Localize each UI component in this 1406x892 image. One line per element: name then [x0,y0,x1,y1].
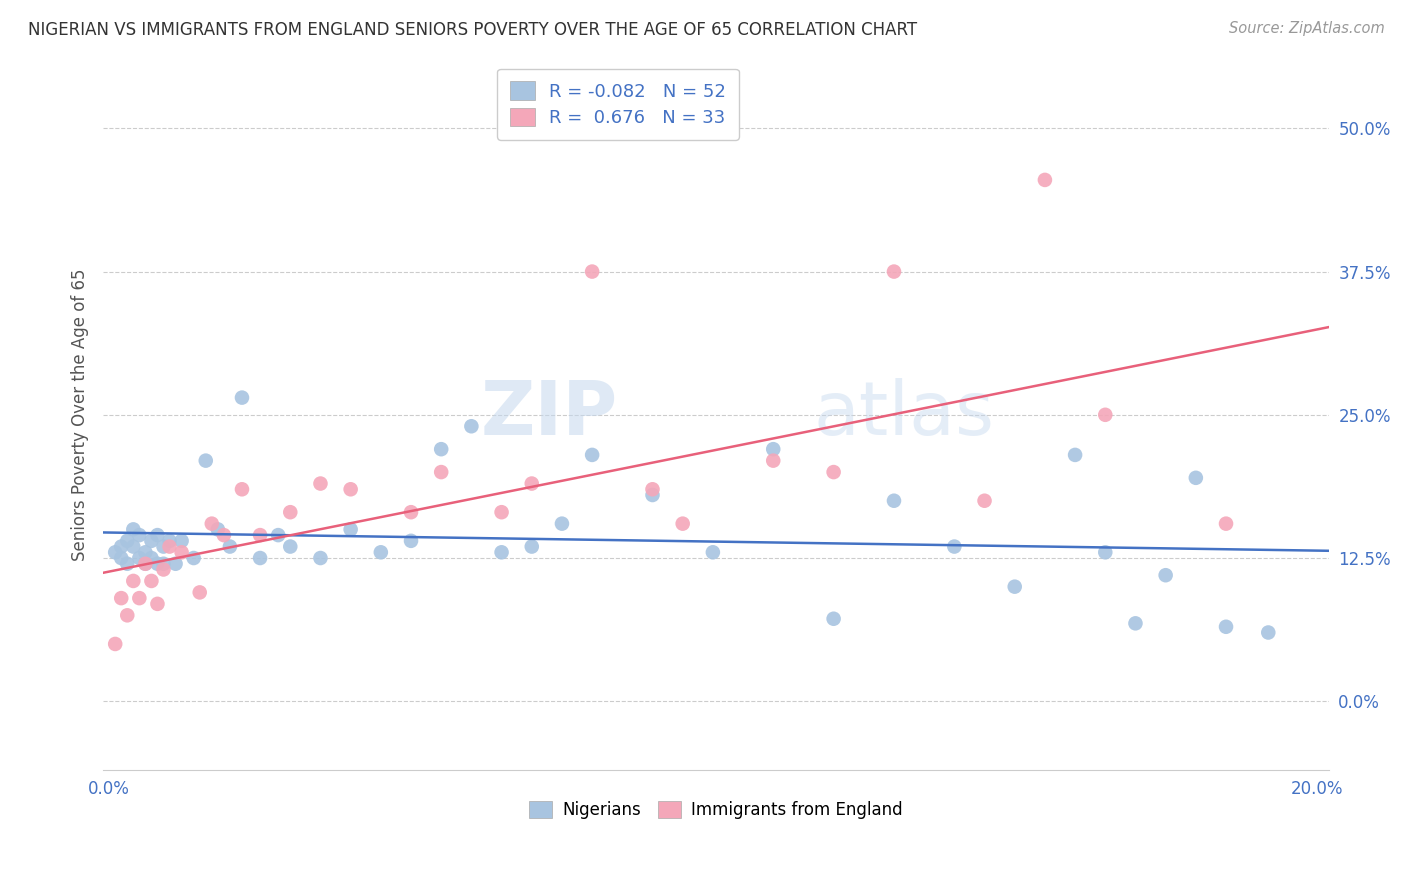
Point [152,540,174,554]
Point [883,264,905,278]
Point [943,540,966,554]
Point [762,442,785,457]
Point [823,612,845,626]
Point [520,476,543,491]
Point [278,540,301,554]
Point [104,637,127,651]
Point [1257,625,1279,640]
Point [309,551,332,566]
Point [1215,620,1237,634]
Point [551,516,574,531]
Point [249,528,271,542]
Point [104,545,127,559]
Point [110,551,132,566]
Point [1215,516,1237,531]
Point [309,476,332,491]
Point [152,557,174,571]
Point [134,545,156,559]
Point [581,448,603,462]
Point [883,493,905,508]
Point [370,545,392,559]
Point [122,574,145,588]
Point [339,483,361,497]
Point [165,557,187,571]
Legend: Nigerians, Immigrants from England: Nigerians, Immigrants from England [523,794,910,826]
Y-axis label: Seniors Poverty Over the Age of 65: Seniors Poverty Over the Age of 65 [72,268,89,561]
Point [152,562,174,576]
Point [339,522,361,536]
Point [430,442,453,457]
Point [128,551,150,566]
Point [183,551,205,566]
Point [641,483,664,497]
Point [159,533,181,548]
Point [170,545,193,559]
Point [823,465,845,479]
Point [207,522,229,536]
Point [201,516,224,531]
Point [110,591,132,606]
Point [267,528,290,542]
Point [1094,408,1116,422]
Point [231,483,253,497]
Point [399,533,422,548]
Point [231,391,253,405]
Text: NIGERIAN VS IMMIGRANTS FROM ENGLAND SENIORS POVERTY OVER THE AGE OF 65 CORRELATI: NIGERIAN VS IMMIGRANTS FROM ENGLAND SENI… [28,21,917,38]
Point [128,528,150,542]
Point [141,551,163,566]
Point [1033,173,1056,187]
Point [122,540,145,554]
Point [141,533,163,548]
Point [460,419,482,434]
Point [122,522,145,536]
Point [134,557,156,571]
Point [117,608,139,623]
Point [194,453,217,467]
Point [641,488,664,502]
Point [1125,616,1147,631]
Point [146,557,169,571]
Point [491,545,513,559]
Point [117,557,139,571]
Point [973,493,995,508]
Point [1185,471,1208,485]
Point [134,557,156,571]
Point [170,533,193,548]
Text: Source: ZipAtlas.com: Source: ZipAtlas.com [1229,21,1385,36]
Point [672,516,695,531]
Point [1004,580,1026,594]
Point [188,585,211,599]
Point [1094,545,1116,559]
Point [249,551,271,566]
Point [219,540,242,554]
Point [1064,448,1087,462]
Text: atlas: atlas [814,378,995,451]
Text: ZIP: ZIP [481,378,617,451]
Point [159,540,181,554]
Point [1154,568,1177,582]
Point [146,528,169,542]
Point [117,533,139,548]
Point [110,540,132,554]
Point [146,597,169,611]
Point [278,505,301,519]
Point [128,591,150,606]
Point [141,574,163,588]
Point [520,540,543,554]
Point [491,505,513,519]
Point [430,465,453,479]
Point [702,545,724,559]
Point [762,453,785,467]
Point [399,505,422,519]
Point [581,264,603,278]
Point [212,528,235,542]
